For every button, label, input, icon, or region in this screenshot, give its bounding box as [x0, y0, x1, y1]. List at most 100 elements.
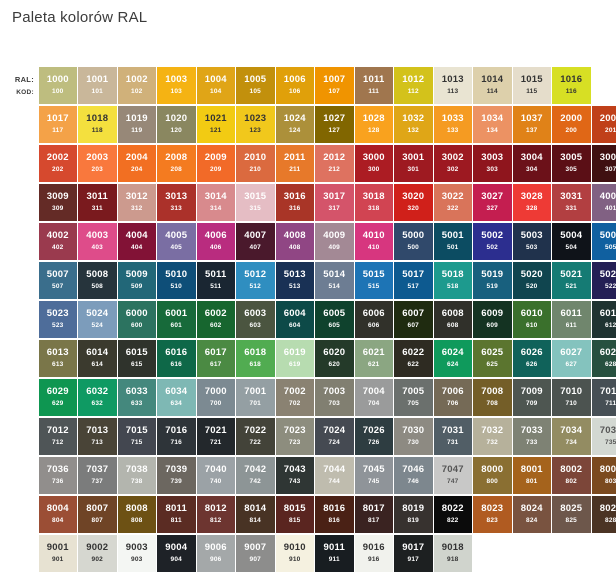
- color-swatch-2000[interactable]: 2000 200: [552, 106, 591, 143]
- color-swatch-3004[interactable]: 3004 304: [512, 145, 551, 182]
- color-swatch-5021[interactable]: 5021 521: [552, 262, 591, 299]
- color-swatch-6026[interactable]: 6026 626: [512, 340, 551, 377]
- color-swatch-2004[interactable]: 2004 204: [117, 145, 156, 182]
- color-swatch-8017[interactable]: 8017 817: [354, 496, 393, 533]
- color-swatch-5011[interactable]: 5011 511: [196, 262, 235, 299]
- color-swatch-5019[interactable]: 5019 519: [473, 262, 512, 299]
- color-swatch-1019[interactable]: 1019 119: [117, 106, 156, 143]
- color-swatch-6028[interactable]: 6028 628: [591, 340, 616, 377]
- color-swatch-5003[interactable]: 5003 503: [512, 223, 551, 260]
- color-swatch-6003[interactable]: 6003 603: [236, 301, 275, 338]
- color-swatch-7036[interactable]: 7036 736: [38, 457, 77, 494]
- color-swatch-5001[interactable]: 5001 501: [433, 223, 472, 260]
- color-swatch-4002[interactable]: 4002 402: [38, 223, 77, 260]
- color-swatch-8024[interactable]: 8024 824: [512, 496, 551, 533]
- color-swatch-8015[interactable]: 8015 815: [275, 496, 314, 533]
- color-swatch-8002[interactable]: 8002 802: [552, 457, 591, 494]
- color-swatch-7045[interactable]: 7045 745: [354, 457, 393, 494]
- color-swatch-8000[interactable]: 8000 800: [473, 457, 512, 494]
- color-swatch-2010[interactable]: 2010 210: [236, 145, 275, 182]
- color-swatch-7037[interactable]: 7037 737: [78, 457, 117, 494]
- color-swatch-6016[interactable]: 6016 616: [157, 340, 196, 377]
- color-swatch-6005[interactable]: 6005 605: [315, 301, 354, 338]
- color-swatch-7047[interactable]: 7047 747: [433, 457, 472, 494]
- color-swatch-3027[interactable]: 3027 327: [473, 184, 512, 221]
- color-swatch-7023[interactable]: 7023 723: [275, 418, 314, 455]
- color-swatch-5010[interactable]: 5010 510: [157, 262, 196, 299]
- color-swatch-1034[interactable]: 1034 134: [473, 106, 512, 143]
- color-swatch-5023[interactable]: 5023 523: [38, 301, 77, 338]
- color-swatch-8011[interactable]: 8011 811: [157, 496, 196, 533]
- color-swatch-1012[interactable]: 1012 112: [394, 67, 433, 104]
- color-swatch-1020[interactable]: 1020 120: [157, 106, 196, 143]
- color-swatch-2002[interactable]: 2002 202: [38, 145, 77, 182]
- color-swatch-9007[interactable]: 9007 907: [236, 535, 275, 572]
- color-swatch-5015[interactable]: 5015 515: [354, 262, 393, 299]
- color-swatch-7016[interactable]: 7016 716: [157, 418, 196, 455]
- color-swatch-6012[interactable]: 6012 612: [591, 301, 616, 338]
- color-swatch-1013[interactable]: 1013 113: [433, 67, 472, 104]
- color-swatch-7001[interactable]: 7001 701: [236, 379, 275, 416]
- color-swatch-4003[interactable]: 4003 403: [78, 223, 117, 260]
- color-swatch-6007[interactable]: 6007 607: [394, 301, 433, 338]
- color-swatch-4009[interactable]: 4009 409: [315, 223, 354, 260]
- color-swatch-3015[interactable]: 3015 315: [236, 184, 275, 221]
- color-swatch-7013[interactable]: 7013 713: [78, 418, 117, 455]
- color-swatch-7040[interactable]: 7040 740: [196, 457, 235, 494]
- color-swatch-3005[interactable]: 3005 305: [552, 145, 591, 182]
- color-swatch-8007[interactable]: 8007 807: [78, 496, 117, 533]
- color-swatch-1028[interactable]: 1028 128: [354, 106, 393, 143]
- color-swatch-7035[interactable]: 7035 735: [591, 418, 616, 455]
- color-swatch-7003[interactable]: 7003 703: [315, 379, 354, 416]
- color-swatch-7004[interactable]: 7004 704: [354, 379, 393, 416]
- color-swatch-8025[interactable]: 8025 825: [552, 496, 591, 533]
- color-swatch-7032[interactable]: 7032 732: [473, 418, 512, 455]
- color-swatch-7026[interactable]: 7026 726: [354, 418, 393, 455]
- color-swatch-6002[interactable]: 6002 602: [196, 301, 235, 338]
- color-swatch-1024[interactable]: 1024 124: [275, 106, 314, 143]
- color-swatch-3022[interactable]: 3022 322: [433, 184, 472, 221]
- color-swatch-8022[interactable]: 8022 822: [433, 496, 472, 533]
- color-swatch-3028[interactable]: 3028 328: [512, 184, 551, 221]
- color-swatch-1032[interactable]: 1032 132: [394, 106, 433, 143]
- color-swatch-8001[interactable]: 8001 801: [512, 457, 551, 494]
- color-swatch-8008[interactable]: 8008 808: [117, 496, 156, 533]
- color-swatch-7024[interactable]: 7024 724: [315, 418, 354, 455]
- color-swatch-3009[interactable]: 3009 309: [38, 184, 77, 221]
- color-swatch-1007[interactable]: 1007 107: [315, 67, 354, 104]
- color-swatch-6032[interactable]: 6032 632: [78, 379, 117, 416]
- color-swatch-6021[interactable]: 6021 621: [354, 340, 393, 377]
- color-swatch-7030[interactable]: 7030 730: [394, 418, 433, 455]
- color-swatch-9003[interactable]: 9003 903: [117, 535, 156, 572]
- color-swatch-9004[interactable]: 9004 904: [157, 535, 196, 572]
- color-swatch-6014[interactable]: 6014 614: [78, 340, 117, 377]
- color-swatch-6029[interactable]: 6029 629: [38, 379, 77, 416]
- color-swatch-5017[interactable]: 5017 517: [394, 262, 433, 299]
- color-swatch-6006[interactable]: 6006 606: [354, 301, 393, 338]
- color-swatch-5018[interactable]: 5018 518: [433, 262, 472, 299]
- color-swatch-3017[interactable]: 3017 317: [315, 184, 354, 221]
- color-swatch-4001[interactable]: 4001 401: [591, 184, 616, 221]
- color-swatch-9006[interactable]: 9006 906: [196, 535, 235, 572]
- color-swatch-5009[interactable]: 5009 509: [117, 262, 156, 299]
- color-swatch-8004[interactable]: 8004 804: [38, 496, 77, 533]
- color-swatch-7009[interactable]: 7009 709: [512, 379, 551, 416]
- color-swatch-3012[interactable]: 3012 312: [117, 184, 156, 221]
- color-swatch-7043[interactable]: 7043 743: [275, 457, 314, 494]
- color-swatch-9002[interactable]: 9002 902: [78, 535, 117, 572]
- color-swatch-3013[interactable]: 3013 313: [157, 184, 196, 221]
- color-swatch-6010[interactable]: 6010 610: [512, 301, 551, 338]
- color-swatch-1018[interactable]: 1018 118: [78, 106, 117, 143]
- color-swatch-5013[interactable]: 5013 513: [275, 262, 314, 299]
- color-swatch-7031[interactable]: 7031 731: [433, 418, 472, 455]
- color-swatch-1002[interactable]: 1002 102: [117, 67, 156, 104]
- color-swatch-3007[interactable]: 3007 307: [591, 145, 616, 182]
- color-swatch-3014[interactable]: 3014 314: [196, 184, 235, 221]
- color-swatch-7033[interactable]: 7033 733: [512, 418, 551, 455]
- color-swatch-2003[interactable]: 2003 203: [78, 145, 117, 182]
- color-swatch-1011[interactable]: 1011 111: [354, 67, 393, 104]
- color-swatch-1027[interactable]: 1027 127: [315, 106, 354, 143]
- color-swatch-3001[interactable]: 3001 301: [394, 145, 433, 182]
- color-swatch-7000[interactable]: 7000 700: [196, 379, 235, 416]
